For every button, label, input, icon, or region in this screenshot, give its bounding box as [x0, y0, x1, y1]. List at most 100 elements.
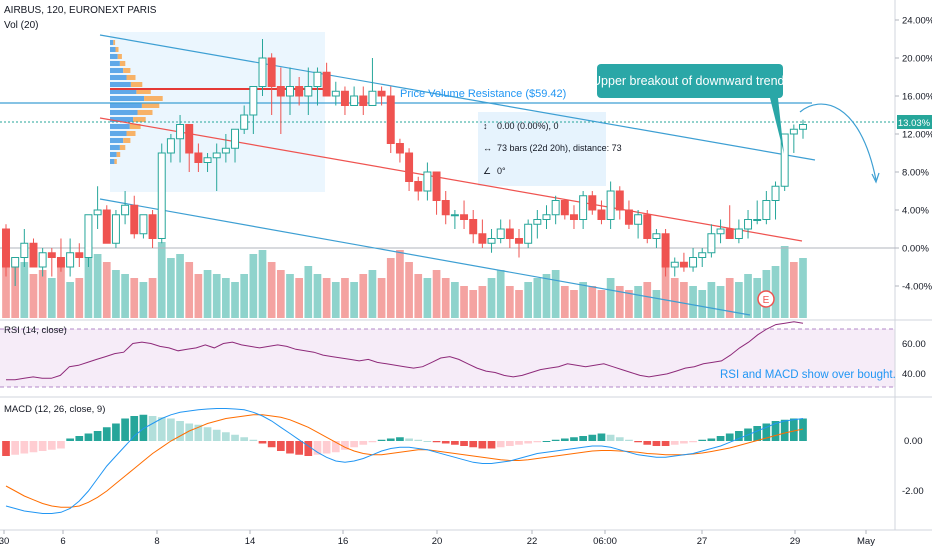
measure-line2: 73 bars (22d 20h), distance: 73 [497, 143, 622, 153]
volume-bar [386, 258, 395, 318]
macd-hist-bar [57, 441, 65, 449]
price-tick-label: 20.00% [902, 54, 932, 65]
macd-hist-bar [11, 441, 20, 455]
candle-up [698, 252, 707, 258]
candle-up [423, 171, 432, 192]
volume-bar [670, 278, 679, 318]
volume-bar [405, 262, 413, 318]
resistance-label: Price Volume Resistance ($59.42) [400, 88, 566, 100]
macd-hist-bar [267, 441, 276, 448]
macd-hist-bar [313, 441, 322, 455]
macd-hist-bar [276, 441, 285, 451]
volume-bar [331, 282, 340, 318]
candle-up [176, 124, 185, 140]
macd-hist-bar [524, 441, 533, 444]
vp-bar-down [130, 82, 143, 87]
macd-hist-bar [331, 441, 340, 453]
candle-up [579, 195, 588, 220]
time-tick-label: 27 [697, 536, 708, 547]
time-axis[interactable]: 30 6 8 14 16 20 22 06:00 27 29 May [0, 530, 875, 547]
candle-up [771, 185, 780, 201]
volume-bar [680, 282, 688, 318]
time-tick-label: 22 [527, 536, 538, 547]
volume-bar [588, 286, 597, 318]
macd-hist-bar [29, 441, 38, 453]
earnings-marker[interactable] [757, 290, 775, 308]
candle-up [249, 86, 258, 116]
volume-bar [625, 290, 633, 318]
volume-bar [102, 262, 111, 318]
channel-upper-line[interactable] [99, 34, 816, 161]
volume-bar [533, 278, 542, 318]
volume-bar [753, 278, 762, 318]
volume-bar [240, 274, 249, 318]
macd-hist-bar [661, 441, 670, 446]
vp-bar-up [110, 47, 116, 52]
macd-hist-bar [386, 438, 395, 441]
macd-hist-bar [139, 414, 148, 441]
volume-bar [716, 286, 725, 318]
macd-hist-bar [112, 423, 120, 441]
volume-bar [20, 262, 29, 318]
macd-hist-bar [377, 439, 386, 441]
vp-bar-down [119, 61, 126, 66]
vp-bar-down [136, 89, 151, 94]
macd-hist-bar [588, 434, 597, 441]
macd-hist-bar [487, 441, 496, 449]
macd-hist-bar [579, 436, 587, 441]
candle-down [322, 71, 331, 97]
volume-bar [744, 274, 752, 318]
volume-bar [157, 242, 166, 318]
channel-lower-line[interactable] [99, 198, 751, 316]
candle-down [597, 209, 606, 220]
volume-bar [515, 290, 523, 318]
candle-down [405, 152, 414, 182]
macd-hist-bar [698, 439, 707, 441]
macd-hist-bar [423, 441, 432, 442]
volume-label: Vol (20) [4, 20, 39, 31]
vp-bar-down [123, 68, 131, 73]
volume-bar [2, 250, 10, 318]
candle-down [386, 95, 395, 144]
macd-title: MACD (12, 26, close, 9) [4, 404, 105, 415]
volume-bar [47, 278, 56, 318]
volume-bar [542, 274, 551, 318]
candle-down [56, 257, 65, 268]
candle-down [414, 181, 423, 192]
macd-hist-bar [222, 432, 230, 441]
candle-down [469, 219, 478, 235]
macd-hist-bar [469, 441, 478, 448]
candle-down [643, 214, 652, 239]
volume-bar [148, 278, 157, 318]
volume-bar [414, 274, 423, 318]
candle-up [551, 200, 560, 216]
breakout-callout[interactable] [597, 64, 783, 98]
volume-bar [249, 254, 258, 318]
current-price-badge [897, 115, 932, 129]
macd-hist-bar [570, 437, 578, 441]
measure-box[interactable] [478, 112, 606, 186]
vp-bar-up [110, 89, 137, 94]
vp-bar-up [110, 68, 124, 73]
volume-bar [75, 278, 84, 318]
volume-bar [286, 274, 294, 318]
volume-bar [194, 274, 203, 318]
volume-bar [276, 270, 285, 318]
volume-bar [506, 286, 514, 318]
vp-bar-up [110, 82, 131, 87]
vp-bar-up [110, 117, 134, 122]
candle-down [460, 214, 469, 220]
symbol-title: AIRBUS, 120, EURONEXT PARIS [4, 5, 157, 16]
macd-hist-bar [258, 441, 267, 444]
candle-up [212, 152, 221, 159]
candle-down [515, 238, 523, 244]
macd-hist-bar [780, 419, 789, 441]
volume-bar [469, 290, 478, 318]
vp-bar-down [123, 138, 131, 143]
projection-arrow[interactable] [799, 103, 877, 181]
price-axis[interactable]: 24.00% 20.00% 16.00% 12.00% 8.00% 4.00% 0.00% -… [895, 16, 932, 293]
candle-up [286, 86, 294, 97]
macd-hist-bar [707, 438, 716, 441]
channel-mid-line[interactable] [99, 117, 803, 242]
